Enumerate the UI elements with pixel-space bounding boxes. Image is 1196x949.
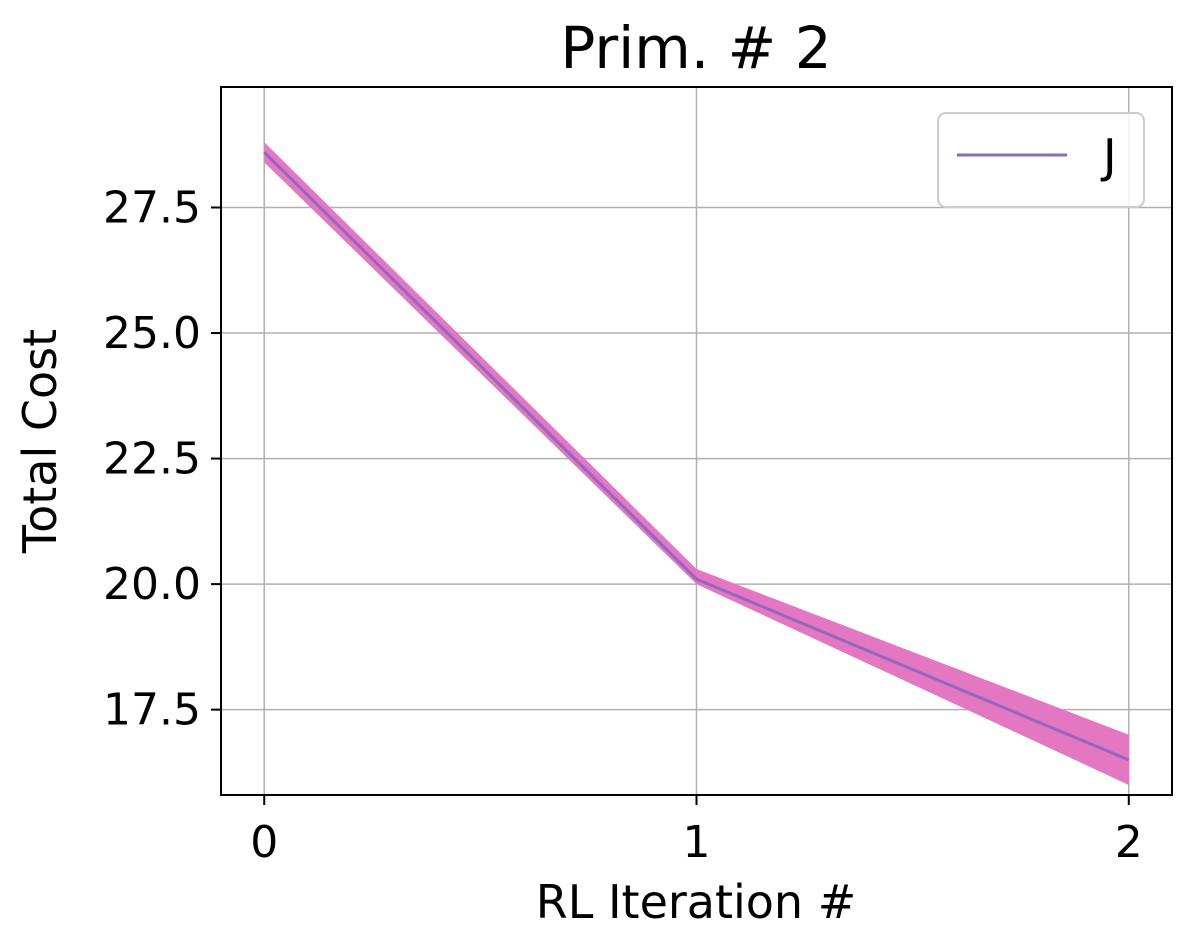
y-axis-label: Total Cost [13,329,67,554]
y-tick-label-3: 25.0 [103,308,201,359]
chart-title: Prim. # 2 [560,14,831,82]
series-line-0 [263,151,1130,762]
legend: J [937,112,1145,208]
x-tick-label-1: 1 [683,817,711,868]
legend-label: J [1100,129,1117,183]
series-band-0 [264,142,1129,785]
x-axis-ticks: 0 1 2 [250,795,1143,868]
confidence-band-layer [264,142,1129,785]
y-tick-label-2: 22.5 [103,434,201,485]
y-axis-ticks: 17.5 20.0 22.5 25.0 27.5 [103,183,221,736]
y-tick-label-4: 27.5 [103,183,201,234]
y-tick-label-1: 20.0 [103,559,201,610]
x-axis-label: RL Iteration # [536,875,857,929]
y-tick-label-0: 17.5 [103,685,201,736]
x-tick-label-2: 2 [1115,817,1143,868]
series-line-layer [263,151,1130,762]
x-tick-label-0: 0 [250,817,278,868]
legend-box [937,112,1145,208]
